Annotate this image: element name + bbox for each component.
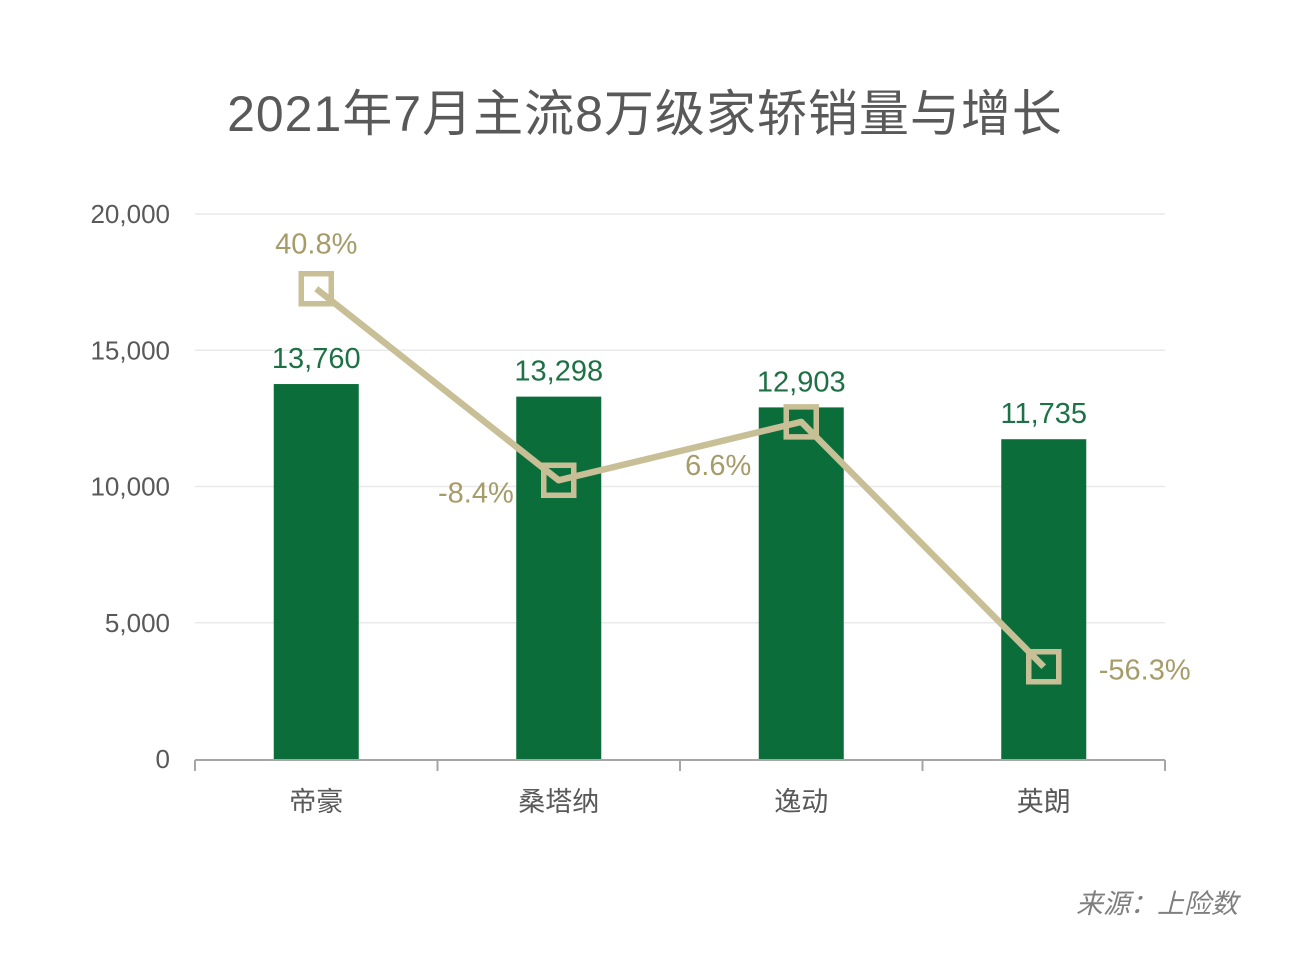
y-axis-tick-label: 15,000 [90,335,170,365]
y-axis-tick-label: 10,000 [90,472,170,502]
source-note: 来源：上险数 [1076,889,1238,919]
bar-value-label: 13,298 [514,356,603,388]
bar-桑塔纳 [516,396,602,759]
growth-value-label: 40.8% [275,229,357,261]
y-axis-tick-label: 0 [156,744,170,774]
bar-value-label: 13,760 [272,343,361,375]
growth-value-label: 6.6% [685,450,751,482]
x-axis-category-label: 桑塔纳 [518,787,599,817]
growth-value-label: -56.3% [1099,655,1191,687]
chart-title: 2021年7月主流8万级家轿销量与增长 [227,86,1063,142]
line-marker-square [783,404,819,440]
bar-value-label: 12,903 [757,366,846,398]
x-axis-category-label: 逸动 [774,787,828,817]
bar-英朗 [1001,439,1087,759]
x-axis-category-label: 英朗 [1017,787,1071,817]
bar-逸动 [758,407,844,759]
y-axis-tick-label: 20,000 [90,199,170,229]
line-marker-square [541,462,577,499]
x-axis-category-label: 帝豪 [289,787,343,817]
line-marker-square [1026,648,1062,685]
growth-value-label: -8.4% [438,477,514,509]
bar-帝豪 [273,384,359,759]
line-marker-square [298,270,334,307]
y-axis-tick-label: 5,000 [105,608,170,638]
growth-line [314,286,1047,670]
bar-value-label: 11,735 [1000,398,1087,430]
